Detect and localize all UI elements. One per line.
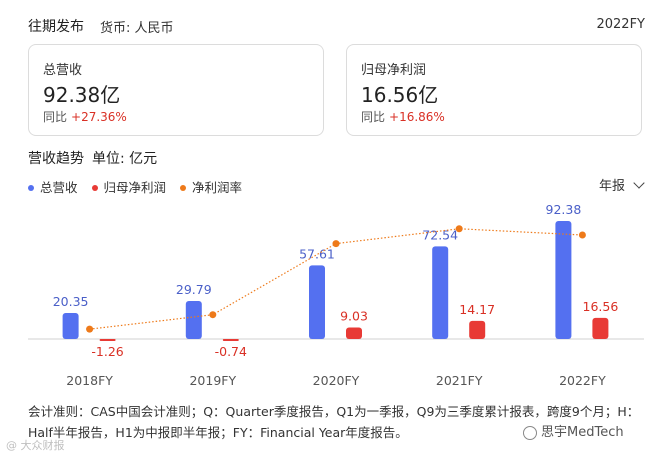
- data-label-revenue-2019FY: 29.79: [176, 282, 212, 297]
- x-tick-label-2021FY: 2021FY: [436, 373, 483, 388]
- net-profit-yoy-value: +16.86%: [389, 110, 445, 124]
- section-title: 营收趋势 单位: 亿元: [28, 148, 157, 168]
- legend-dot-margin: [180, 184, 186, 191]
- net-profit-card-value: 16.56亿: [361, 83, 439, 107]
- x-tick-label-2019FY: 2019FY: [189, 373, 236, 388]
- bar-revenue-2022FY: [555, 221, 572, 339]
- revenue-card-yoy: 同比 +27.36%: [43, 108, 127, 125]
- bar-revenue-2021FY: [432, 246, 449, 339]
- watermark-left: @ 大众财报: [6, 439, 65, 452]
- data-label-revenue-2020FY: 57.61: [299, 246, 335, 261]
- data-label-net-profit-2019FY: -0.74: [215, 344, 247, 359]
- data-label-net-profit-2022FY: 16.56: [583, 299, 619, 314]
- revenue-card-value: 92.38亿: [43, 83, 121, 107]
- net-profit-card[interactable]: 归母净利润 16.56亿 同比 +16.86%: [346, 44, 642, 136]
- net-profit-card-yoy: 同比 +16.86%: [361, 108, 445, 125]
- wechat-icon: [523, 425, 537, 440]
- legend-item-net-profit[interactable]: 归母净利润: [91, 177, 167, 196]
- data-label-net-profit-2018FY: -1.26: [91, 344, 123, 359]
- bar-revenue-2020FY: [309, 265, 325, 339]
- page-title: 往期发布: [28, 19, 84, 35]
- bar-revenue-2018FY: [62, 313, 79, 339]
- revenue-yoy-value: +27.36%: [71, 110, 127, 124]
- x-tick-label-2018FY: 2018FY: [66, 373, 113, 388]
- period-select[interactable]: 年报: [598, 175, 645, 194]
- footnote: 会计准则：CAS中国会计准则；Q：Quarter季度报告，Q1为一季报，Q9为三…: [28, 404, 640, 440]
- legend-dot-net-profit: [91, 184, 98, 191]
- net-profit-card-label: 归母净利润: [361, 63, 427, 78]
- data-label-net-profit-2021FY: 14.17: [459, 302, 495, 317]
- point-net-margin-2018FY: [86, 325, 94, 333]
- point-net-margin-2021FY: [455, 225, 463, 233]
- point-net-margin-2019FY: [209, 311, 217, 319]
- period-select-label: 年报: [598, 179, 625, 194]
- legend-item-revenue[interactable]: 总营收: [28, 177, 78, 196]
- revenue-card-label: 总营收: [43, 63, 83, 78]
- net-profit-yoy-label: 同比: [361, 110, 386, 124]
- bar-net-profit-2022FY: [592, 317, 609, 339]
- top-row: 往期发布 货币: 人民币 2022FY: [28, 16, 645, 40]
- currency-label: 货币: 人民币: [100, 21, 174, 36]
- legend-dot-revenue: [28, 184, 34, 191]
- bar-net-profit-2018FY: [99, 339, 116, 341]
- legend-label-margin: 净利润率: [192, 180, 243, 195]
- x-tick-label-2022FY: 2022FY: [559, 373, 606, 388]
- chart-legend: 总营收 归母净利润 净利润率: [28, 177, 252, 195]
- point-net-margin-2020FY: [332, 240, 340, 248]
- revenue-card[interactable]: 总营收 92.38亿 同比 +27.36%: [28, 44, 324, 136]
- section-title-text: 营收趋势: [28, 151, 84, 167]
- data-label-revenue-2018FY: 20.35: [53, 294, 89, 309]
- x-tick-label-2020FY: 2020FY: [313, 373, 360, 388]
- data-label-net-profit-2020FY: 9.03: [340, 308, 368, 323]
- section-unit: 单位: 亿元: [92, 151, 158, 167]
- watermark-right: 思宇MedTech: [523, 421, 624, 440]
- bar-net-profit-2020FY: [346, 327, 362, 339]
- fiscal-year-label: 2022FY: [596, 17, 645, 32]
- legend-item-margin[interactable]: 净利润率: [180, 177, 242, 196]
- data-label-revenue-2021FY: 72.54: [422, 227, 458, 242]
- point-net-margin-2022FY: [578, 231, 586, 239]
- data-label-revenue-2022FY: 92.38: [546, 202, 582, 217]
- revenue-yoy-label: 同比: [43, 110, 68, 124]
- bar-revenue-2019FY: [185, 300, 202, 339]
- legend-label-revenue: 总营收: [40, 180, 78, 195]
- watermark-right-text: 思宇MedTech: [541, 425, 624, 440]
- bar-net-profit-2021FY: [469, 320, 486, 339]
- legend-label-net-profit: 归母净利润: [103, 180, 167, 195]
- bar-net-profit-2019FY: [222, 339, 239, 341]
